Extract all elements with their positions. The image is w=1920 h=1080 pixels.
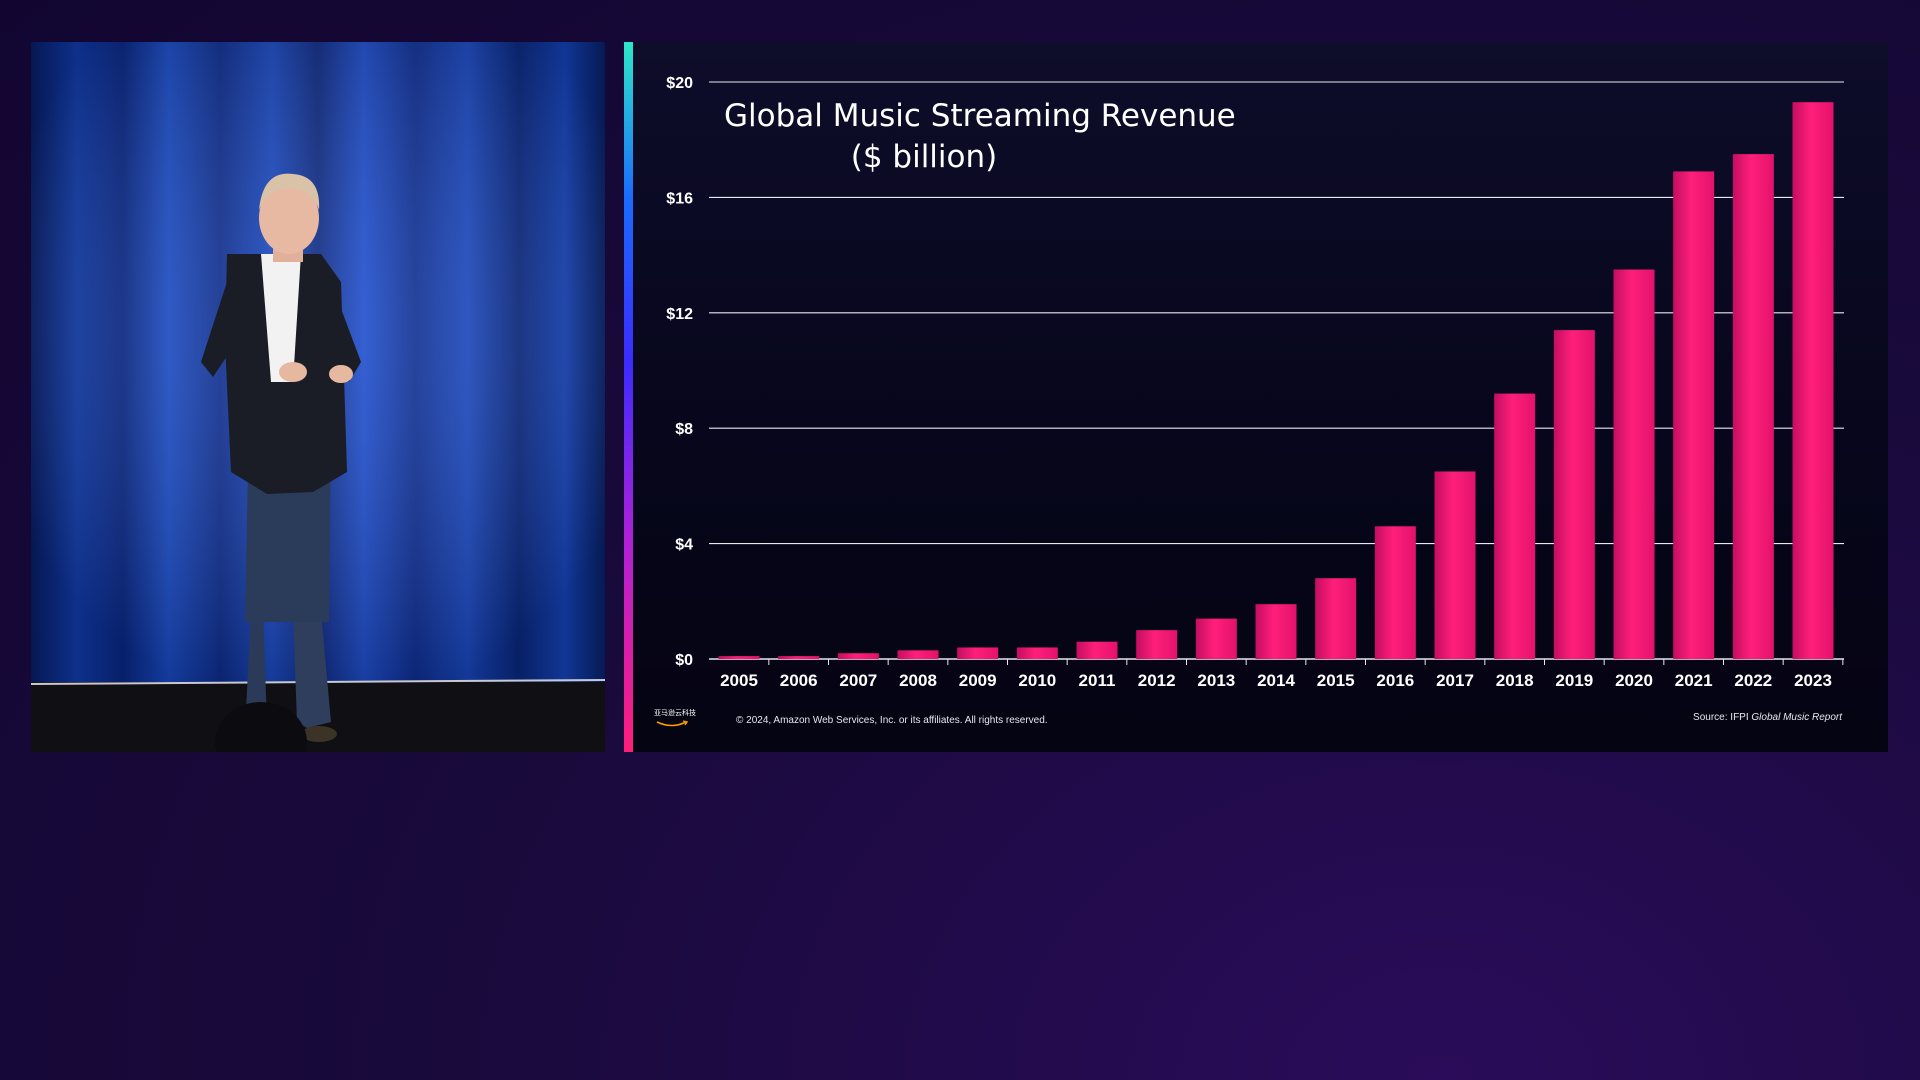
bar-2022 xyxy=(1732,154,1774,659)
x-tick-label: 2015 xyxy=(1317,671,1355,690)
bar-2018 xyxy=(1494,393,1536,659)
x-tick-label: 2008 xyxy=(899,671,937,690)
bar-2006 xyxy=(778,656,820,659)
y-tick-label: $12 xyxy=(666,306,693,323)
source-report-name: Global Music Report xyxy=(1751,712,1842,723)
speaker-scene xyxy=(31,42,605,752)
bar-2021 xyxy=(1673,171,1715,659)
x-tick-label: 2009 xyxy=(959,671,997,690)
bar-2007 xyxy=(837,653,879,659)
x-tick-label: 2019 xyxy=(1555,671,1593,690)
x-tick-label: 2007 xyxy=(839,671,877,690)
y-tick-label: $16 xyxy=(666,190,693,207)
y-tick-label: $8 xyxy=(675,421,693,438)
smile-arrow-icon xyxy=(656,720,689,727)
logo-text: 亚马逊云科技 xyxy=(654,710,696,717)
bar-2019 xyxy=(1553,330,1595,659)
copyright-notice: © 2024, Amazon Web Services, Inc. or its… xyxy=(736,715,1048,726)
bar-2008 xyxy=(897,650,939,659)
x-tick-label: 2018 xyxy=(1496,671,1534,690)
bar-2023 xyxy=(1792,102,1834,659)
bar-2016 xyxy=(1374,526,1416,659)
source-citation: Source: IFPI Global Music Report xyxy=(1693,712,1842,723)
bar-2011 xyxy=(1076,641,1118,659)
bar-2017 xyxy=(1434,471,1476,659)
x-tick-label: 2022 xyxy=(1734,671,1772,690)
x-tick-label: 2017 xyxy=(1436,671,1474,690)
chart-title-line-2: ($ billion) xyxy=(850,139,998,175)
y-tick-label: $4 xyxy=(675,537,693,554)
presentation-slide: $0 $4 $8 $12 $16 $20 2005 2006 2007 2008 2009 2010… xyxy=(624,42,1888,752)
x-tick-label: 2016 xyxy=(1376,671,1414,690)
x-tick-label: 2013 xyxy=(1197,671,1235,690)
source-prefix: Source: IFPI xyxy=(1693,712,1749,723)
presenter xyxy=(201,173,361,742)
bar-2010 xyxy=(1016,647,1058,659)
y-tick-label: $20 xyxy=(666,75,693,92)
x-tick-label: 2023 xyxy=(1794,671,1832,690)
x-tick-label: 2011 xyxy=(1079,671,1116,690)
bars xyxy=(718,102,1834,659)
bar-2012 xyxy=(1136,630,1178,659)
x-tick-label: 2005 xyxy=(720,671,758,690)
slide-accent-bar xyxy=(624,42,633,752)
chart-title-line-1: Global Music Streaming Revenue xyxy=(724,98,1236,134)
chart-title: Global Music Streaming Revenue ($ billio… xyxy=(724,96,1236,178)
x-tick-label: 2006 xyxy=(780,671,818,690)
speaker-video-feed xyxy=(31,42,605,752)
aws-china-logo: 亚马逊云科技 xyxy=(654,710,698,730)
bar-2005 xyxy=(718,656,760,659)
bar-2013 xyxy=(1195,618,1237,659)
x-axis-tick-labels: 2005 2006 2007 2008 2009 2010 2011 2012 2013 2014… xyxy=(720,659,1844,690)
audience-head-silhouette xyxy=(215,702,307,752)
y-axis-tick-labels: $0 $4 $8 $12 $16 $20 xyxy=(666,75,693,669)
bar-2015 xyxy=(1315,578,1357,659)
x-tick-label: 2012 xyxy=(1138,671,1176,690)
x-tick-label: 2010 xyxy=(1018,671,1056,690)
bar-2020 xyxy=(1613,269,1655,659)
x-tick-label: 2021 xyxy=(1675,671,1713,690)
x-tick-label: 2020 xyxy=(1615,671,1653,690)
bar-2014 xyxy=(1255,604,1297,659)
y-tick-label: $0 xyxy=(675,652,693,669)
bar-2009 xyxy=(957,647,999,659)
bar-chart: $0 $4 $8 $12 $16 $20 2005 2006 2007 2008 2009 2010… xyxy=(666,75,1844,690)
x-tick-label: 2014 xyxy=(1257,671,1295,690)
